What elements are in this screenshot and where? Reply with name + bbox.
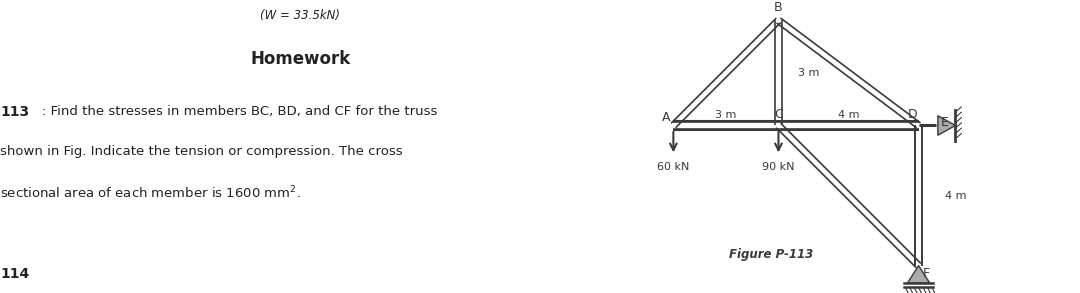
Text: 3 m: 3 m bbox=[798, 68, 819, 78]
Text: Homework: Homework bbox=[251, 50, 351, 68]
Text: 4 m: 4 m bbox=[945, 190, 967, 200]
Text: 3 m: 3 m bbox=[715, 110, 737, 120]
Text: sectional area of each member is 1600 mm$\mathregular{^2}$.: sectional area of each member is 1600 mm… bbox=[0, 185, 301, 201]
Polygon shape bbox=[937, 116, 956, 135]
Text: B: B bbox=[774, 1, 783, 14]
Text: 4 m: 4 m bbox=[838, 110, 860, 120]
Text: 60 kN: 60 kN bbox=[658, 162, 689, 172]
Text: C: C bbox=[774, 108, 783, 121]
Text: F: F bbox=[922, 268, 930, 280]
Text: 90 kN: 90 kN bbox=[762, 162, 795, 172]
Text: 113: 113 bbox=[0, 105, 29, 120]
Text: : Find the stresses in members BC, BD, and CF for the truss: : Find the stresses in members BC, BD, a… bbox=[42, 105, 437, 118]
Text: D: D bbox=[907, 108, 917, 121]
Text: Figure P-113: Figure P-113 bbox=[729, 248, 813, 261]
Text: (W = 33.5kN): (W = 33.5kN) bbox=[260, 9, 340, 22]
Text: shown in Fig. Indicate the tension or compression. The cross: shown in Fig. Indicate the tension or co… bbox=[0, 145, 403, 158]
Text: 114: 114 bbox=[0, 267, 29, 281]
Text: E: E bbox=[941, 116, 948, 129]
Text: A: A bbox=[661, 111, 670, 124]
Polygon shape bbox=[907, 266, 930, 283]
